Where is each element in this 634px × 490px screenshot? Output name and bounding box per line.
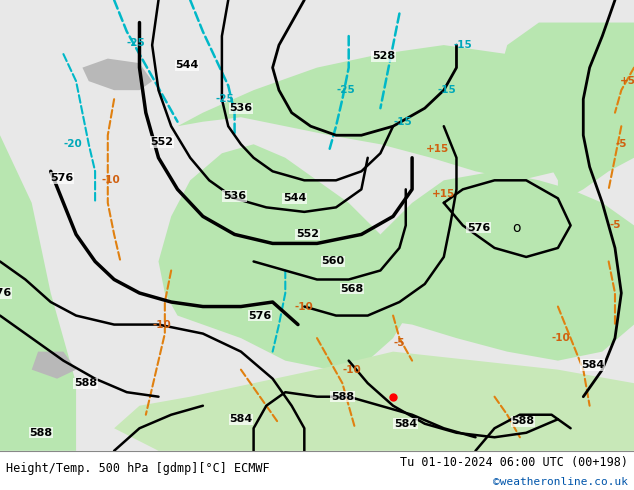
Text: 576: 576 <box>51 173 74 183</box>
Text: 552: 552 <box>150 137 173 147</box>
Text: o: o <box>512 220 521 235</box>
Text: 544: 544 <box>283 194 306 203</box>
Text: -10: -10 <box>295 301 314 312</box>
Text: -10: -10 <box>101 175 120 185</box>
Text: 584: 584 <box>581 360 604 370</box>
Text: 588: 588 <box>512 416 534 426</box>
Text: Height/Temp. 500 hPa [gdmp][°C] ECMWF: Height/Temp. 500 hPa [gdmp][°C] ECMWF <box>6 462 270 475</box>
Text: 576: 576 <box>249 311 271 320</box>
Text: 536: 536 <box>230 103 252 113</box>
Text: ©weatheronline.co.uk: ©weatheronline.co.uk <box>493 477 628 487</box>
Text: -25: -25 <box>216 94 235 104</box>
Text: +15: +15 <box>426 144 449 154</box>
Text: 528: 528 <box>372 51 395 61</box>
Text: -25: -25 <box>127 38 146 48</box>
Text: -10: -10 <box>342 365 361 375</box>
Text: -10: -10 <box>152 319 171 330</box>
Text: 584: 584 <box>230 414 252 424</box>
Text: 568: 568 <box>340 284 363 294</box>
Polygon shape <box>32 352 76 379</box>
Text: 552: 552 <box>296 229 319 240</box>
Polygon shape <box>114 352 634 451</box>
Text: -15: -15 <box>393 117 412 127</box>
Text: +5: +5 <box>619 76 634 86</box>
Text: 588: 588 <box>331 392 354 402</box>
Text: Tu 01-10-2024 06:00 UTC (00+198): Tu 01-10-2024 06:00 UTC (00+198) <box>399 456 628 469</box>
Text: -15: -15 <box>437 85 456 95</box>
Polygon shape <box>495 23 634 203</box>
Polygon shape <box>158 144 412 369</box>
Text: 588: 588 <box>74 378 97 388</box>
Text: 560: 560 <box>321 256 344 267</box>
Polygon shape <box>349 172 634 361</box>
Text: 588: 588 <box>30 428 53 438</box>
Text: -5: -5 <box>609 220 621 230</box>
Text: 576: 576 <box>467 222 490 233</box>
Polygon shape <box>82 59 152 90</box>
Text: -25: -25 <box>336 85 355 95</box>
Text: -20: -20 <box>63 139 82 149</box>
Text: 536: 536 <box>223 191 246 201</box>
Text: -15: -15 <box>453 40 472 50</box>
Text: 576: 576 <box>0 288 11 298</box>
Text: 544: 544 <box>176 60 198 71</box>
Text: -5: -5 <box>394 338 405 347</box>
Polygon shape <box>0 0 76 451</box>
Polygon shape <box>178 45 583 180</box>
Text: 584: 584 <box>394 419 417 429</box>
Text: -10: -10 <box>552 333 571 343</box>
Text: +15: +15 <box>432 189 455 199</box>
Text: -5: -5 <box>616 139 627 149</box>
